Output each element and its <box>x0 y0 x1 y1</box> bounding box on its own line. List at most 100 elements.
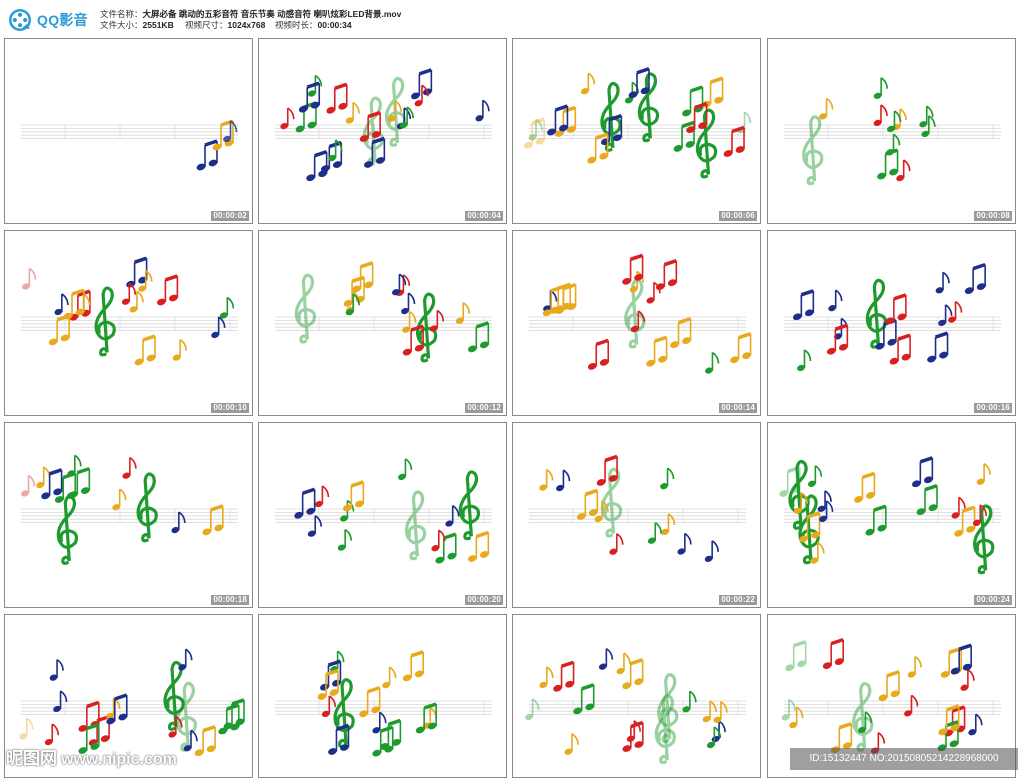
staff-scene <box>19 648 245 757</box>
beamed-notes-icon <box>328 723 350 755</box>
beamed-notes-icon <box>576 488 599 520</box>
video-thumbnail[interactable]: 00:00:06 <box>512 38 761 224</box>
treble-clef-icon <box>600 467 623 538</box>
music-note-icon <box>598 647 614 670</box>
music-note-icon <box>475 99 490 122</box>
beamed-notes-icon <box>523 117 545 149</box>
beamed-notes-icon <box>298 81 321 113</box>
staff-scene <box>21 119 238 171</box>
staff-scene <box>781 637 1001 754</box>
video-thumbnail[interactable]: 00:00:18 <box>4 422 253 608</box>
beamed-notes-icon <box>218 703 240 735</box>
app-logo: QQ影音 <box>8 8 88 32</box>
staff-scene <box>275 458 492 564</box>
treble-clef-icon <box>294 273 317 344</box>
music-note-icon <box>387 100 402 122</box>
music-note-icon <box>616 652 631 675</box>
music-note-icon <box>401 292 416 315</box>
thumbnail-timestamp: 00:00:06 <box>719 211 757 221</box>
video-thumbnail[interactable] <box>512 614 761 778</box>
music-note-icon <box>112 488 127 511</box>
music-note-icon <box>976 463 991 485</box>
beamed-notes-icon <box>326 82 348 114</box>
beamed-notes-icon <box>927 331 949 363</box>
treble-clef-icon <box>802 115 824 186</box>
file-meta-duration: 视频时长：00:00:34 <box>275 20 352 31</box>
beamed-notes-icon <box>380 718 402 750</box>
video-thumbnail[interactable]: 00:00:12 <box>258 230 507 416</box>
video-thumbnail[interactable] <box>4 614 253 778</box>
music-note-icon <box>886 133 901 156</box>
music-note-icon <box>873 104 888 127</box>
music-note-icon <box>21 474 36 497</box>
beamed-notes-icon <box>779 465 801 497</box>
beamed-notes-icon <box>646 335 668 367</box>
music-note-icon <box>948 300 963 323</box>
music-note-icon <box>713 701 728 723</box>
treble-clef-icon <box>404 490 427 561</box>
music-note-icon <box>121 283 137 305</box>
video-thumbnail[interactable]: 00:00:14 <box>512 230 761 416</box>
video-thumbnail[interactable]: 00:00:24 <box>767 422 1016 608</box>
beamed-notes-icon <box>223 698 245 730</box>
treble-clef-icon <box>384 76 407 147</box>
beamed-notes-icon <box>799 511 821 543</box>
music-note-icon <box>887 110 902 133</box>
image-id-badge: ID:15132447 NO:20150805214228968000 <box>790 748 1018 770</box>
video-thumbnail[interactable]: 00:00:04 <box>258 38 507 224</box>
thumbnail-timestamp: 00:00:16 <box>974 403 1012 413</box>
video-thumbnail[interactable]: 00:00:20 <box>258 422 507 608</box>
music-note-icon <box>53 690 68 713</box>
beamed-notes-icon <box>670 316 692 349</box>
treble-clef-icon <box>600 81 622 152</box>
music-note-icon <box>223 120 238 143</box>
thumbnail-timestamp: 00:00:10 <box>211 403 249 413</box>
beamed-notes-icon <box>622 658 644 690</box>
music-note-icon <box>705 351 720 374</box>
beamed-notes-icon <box>306 150 328 182</box>
video-thumbnail[interactable] <box>258 614 507 778</box>
music-note-icon <box>399 106 414 129</box>
duration-label: 视频时长： <box>275 20 318 30</box>
treble-clef-icon <box>163 660 185 731</box>
music-note-icon <box>22 267 37 290</box>
filesize-value: 2551KB <box>142 20 174 30</box>
beamed-notes-icon <box>686 101 708 134</box>
music-note-icon <box>594 500 609 523</box>
beamed-notes-icon <box>723 125 745 157</box>
video-thumbnail[interactable]: 00:00:02 <box>4 38 253 224</box>
video-thumbnail[interactable]: 00:00:16 <box>767 230 1016 416</box>
music-note-icon <box>219 296 235 319</box>
video-thumbnail[interactable]: 00:00:08 <box>767 38 1016 224</box>
music-note-icon <box>682 690 697 713</box>
beamed-notes-icon <box>916 483 938 516</box>
beamed-notes-icon <box>157 274 179 306</box>
staff-scene <box>21 256 238 366</box>
beamed-notes-icon <box>202 504 224 536</box>
music-note-icon <box>280 107 295 130</box>
thumbnail-timestamp: 00:00:14 <box>719 403 757 413</box>
beamed-notes-icon <box>402 650 424 682</box>
music-note-icon <box>935 271 950 294</box>
music-note-icon <box>345 293 360 316</box>
filename-value: 大屏必备 跳动的五彩音符 音乐节奏 动感音符 喇叭炫彩LED背景.mov <box>142 9 402 19</box>
music-note-icon <box>919 105 934 128</box>
music-note-icon <box>76 293 91 316</box>
treble-clef-icon <box>175 681 197 752</box>
beamed-notes-icon <box>673 120 695 152</box>
music-note-icon <box>171 511 186 534</box>
music-note-icon <box>556 469 571 492</box>
music-note-icon <box>660 467 675 490</box>
music-note-icon <box>921 115 936 138</box>
beamed-notes-icon <box>792 289 815 321</box>
beamed-notes-icon <box>826 323 849 355</box>
music-note-icon <box>314 485 330 508</box>
music-note-icon <box>564 733 579 755</box>
beamed-notes-icon <box>554 105 577 137</box>
thumbnail-timestamp: 00:00:18 <box>211 595 249 605</box>
music-note-icon <box>172 338 187 361</box>
video-thumbnail[interactable]: 00:00:22 <box>512 422 761 608</box>
music-note-icon <box>819 97 834 120</box>
music-note-icon <box>793 492 809 514</box>
video-thumbnail[interactable]: 00:00:10 <box>4 230 253 416</box>
